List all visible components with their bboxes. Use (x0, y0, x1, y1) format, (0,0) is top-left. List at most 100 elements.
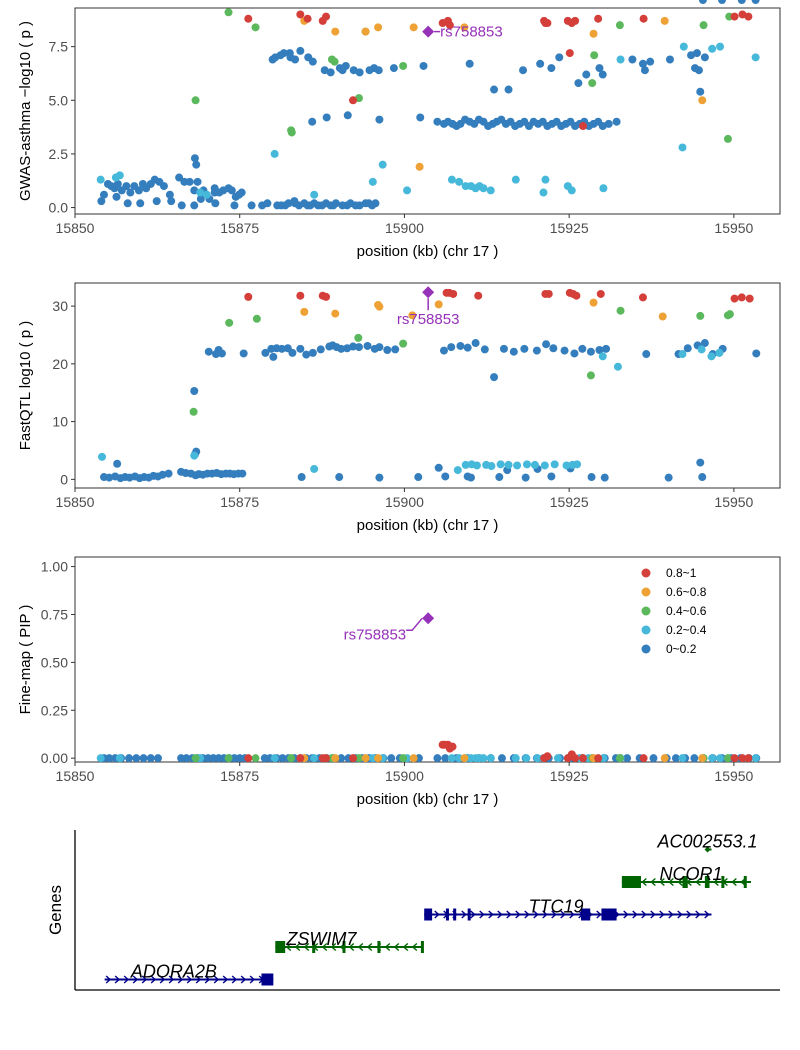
snp-point (553, 754, 562, 763)
strand-arrow (195, 975, 202, 984)
snp-point (296, 46, 305, 55)
gene-label: NCOR1 (660, 864, 723, 884)
strand-arrow (330, 942, 337, 952)
y-tick-label: 0.75 (41, 606, 68, 622)
snp-point (192, 160, 201, 169)
snp-point (441, 472, 450, 481)
legend-label: 0~0.2 (666, 642, 697, 656)
snp-point (623, 754, 632, 763)
snp-point (96, 754, 105, 763)
snp-point (244, 754, 253, 763)
snp-point (486, 186, 495, 195)
snp-point (399, 61, 408, 70)
snp-point (509, 347, 518, 356)
strand-arrow (294, 942, 301, 952)
snp-point (638, 59, 647, 68)
snp-point (555, 53, 564, 62)
x-tick-label: 15850 (56, 768, 95, 784)
snp-point (132, 754, 141, 763)
y-tick-label: 10 (52, 414, 68, 430)
snp-point (744, 754, 753, 763)
snp-point (479, 184, 488, 193)
snp-point (521, 473, 530, 482)
strand-arrow (141, 975, 148, 984)
strand-arrow (686, 910, 692, 919)
x-axis-title: position (kb) (chr 17 ) (357, 791, 499, 808)
snp-point (542, 340, 551, 349)
snp-point (158, 470, 167, 479)
snp-point (708, 44, 717, 53)
snp-point (522, 754, 531, 763)
snp-point (471, 339, 480, 348)
snp-point (343, 111, 352, 120)
snp-point (403, 186, 412, 195)
strand-arrow (213, 975, 220, 984)
snp-point (445, 21, 454, 30)
snp-point (679, 42, 688, 51)
snp-point (300, 307, 309, 316)
snp-point (279, 49, 288, 58)
snp-point (251, 754, 260, 763)
snp-point (408, 311, 417, 320)
snp-point (707, 352, 716, 361)
plot-frame (74, 7, 781, 215)
exon-block (445, 908, 449, 921)
snp-point (598, 70, 607, 79)
snp-point (416, 113, 425, 122)
snp-point (224, 8, 233, 17)
x-tick-label: 15900 (385, 220, 424, 236)
snp-point (716, 754, 725, 763)
snp-point (123, 199, 132, 208)
snp-point (694, 66, 703, 75)
strand-arrow (569, 910, 575, 919)
snp-point (355, 68, 364, 77)
snp-point (602, 344, 611, 353)
snp-point (596, 289, 605, 298)
exon-block (704, 876, 710, 888)
snp-point (96, 175, 105, 184)
snp-point (649, 754, 658, 763)
snp-point (115, 171, 124, 180)
snp-point (698, 754, 707, 763)
snp-point (550, 460, 559, 469)
snp-point (177, 201, 186, 210)
x-tick-label: 15875 (220, 768, 259, 784)
snp-point (374, 23, 383, 32)
snp-point (322, 12, 331, 21)
strand-arrow (168, 975, 175, 984)
y-tick-label: 0 (60, 471, 68, 487)
snp-point (572, 291, 581, 300)
snp-point (511, 754, 520, 763)
snp-point (374, 66, 383, 75)
snp-point (586, 371, 595, 380)
snp-point (297, 473, 306, 482)
strand-arrow (434, 910, 440, 919)
strand-arrow (186, 975, 193, 984)
snp-point (504, 85, 513, 94)
x-tick-label: 15875 (220, 494, 259, 510)
snp-point (698, 96, 707, 105)
strand-arrow (470, 910, 476, 919)
gene-axis-title: Genes (46, 885, 65, 935)
snp-point (330, 57, 339, 66)
strand-arrow (632, 910, 638, 919)
strand-arrow (668, 877, 674, 887)
snp-point (582, 70, 591, 79)
snp-point (520, 344, 529, 353)
strand-arrow (461, 910, 467, 919)
snp-point (326, 68, 335, 77)
snp-point (193, 177, 202, 186)
snp-point (453, 466, 462, 475)
snp-point (540, 461, 549, 470)
lead-snp-marker (422, 612, 435, 625)
snp-point (237, 188, 246, 197)
snp-point (513, 461, 522, 470)
snp-point (571, 16, 580, 25)
snp-point (310, 464, 319, 473)
snp-point (371, 199, 380, 208)
snp-point (737, 0, 746, 4)
exon-block (424, 908, 433, 921)
y-tick-label: 0.00 (41, 750, 68, 766)
snp-point (375, 473, 384, 482)
x-tick-label: 15900 (385, 494, 424, 510)
